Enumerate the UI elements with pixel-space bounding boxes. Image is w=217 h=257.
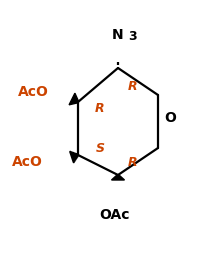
Text: O: O (164, 111, 176, 125)
Text: AcO: AcO (18, 85, 49, 99)
Text: R: R (128, 79, 138, 93)
Polygon shape (112, 175, 125, 180)
Text: OAc: OAc (100, 208, 130, 222)
Polygon shape (69, 93, 79, 105)
Text: S: S (95, 142, 105, 154)
Text: N: N (112, 28, 124, 42)
Text: R: R (128, 155, 138, 169)
Text: 3: 3 (128, 31, 137, 43)
Text: AcO: AcO (12, 155, 43, 169)
Text: R: R (95, 102, 105, 115)
